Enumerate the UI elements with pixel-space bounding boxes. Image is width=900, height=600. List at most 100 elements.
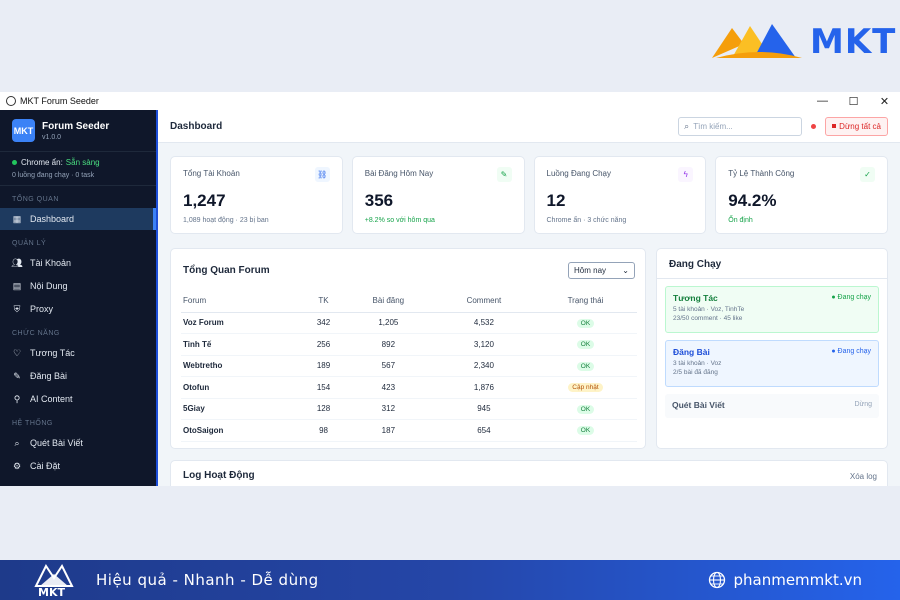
task-meta: 3 tài khoản · Voz <box>673 360 722 367</box>
stat-sub: 1,089 hoạt động · 23 bị ban <box>183 217 269 224</box>
log-panel-title: Log Hoạt Động <box>183 470 255 481</box>
window-controls: — ☐ ✕ <box>807 95 900 108</box>
task-status: ● Đang chạy <box>831 294 871 301</box>
website-link[interactable]: phanmemmkt.vn <box>708 571 862 589</box>
status-value: Sẵn sàng <box>65 158 100 167</box>
main-content: Dashboard ⌕ Tìm kiếm... Dừng tất cả Tổng… <box>158 110 900 486</box>
status-cell: OK <box>533 333 637 356</box>
stat-sub: Ổn định <box>728 217 753 224</box>
table-row[interactable]: Webtretho 189 567 2,340 OK <box>181 355 637 377</box>
stat-label: Bài Đăng Hôm Nay <box>364 169 434 178</box>
brand-logo-text: MKT <box>810 22 897 62</box>
date-filter-select[interactable]: Hôm nay ⌄ <box>568 261 635 279</box>
column-header: Trạng thái <box>533 290 637 313</box>
sidebar-item-ai-content[interactable]: ⚲ AI Content <box>0 388 156 410</box>
column-header: Comment <box>433 290 534 313</box>
forum-overview-panel: Tổng Quan Forum Hôm nay ⌄ Forum TK Bài đăn… <box>170 248 646 449</box>
sidebar-item-nội-dung[interactable]: ▤ Nội Dung <box>0 275 156 297</box>
stat-card: Luồng Đang Chạy 12 Chrome ẩn · 3 chức nă… <box>533 156 707 234</box>
table-row[interactable]: Otofun 154 423 1,876 Cập nhật <box>181 376 637 399</box>
page-title: Dashboard <box>170 120 223 132</box>
post-count: 567 <box>342 355 434 377</box>
stop-all-button[interactable]: Dừng tất cả <box>825 116 888 136</box>
app-name: Forum Seeder <box>42 120 110 132</box>
search-icon: ⌕ <box>684 120 690 131</box>
activity-log-panel: Log Hoạt Động Xóa log <box>170 460 888 486</box>
forum-panel-title: Tổng Quan Forum <box>183 264 270 276</box>
sidebar-item-cài-đặt[interactable]: ⚙ Cài Đặt <box>0 455 156 477</box>
check-circle-icon: ✓ <box>860 167 875 182</box>
running-task-card[interactable]: Tương Tác ● Đang chạy 5 tài khoản · Voz, … <box>665 286 879 333</box>
task-progress: 2/5 bài đã đăng <box>673 369 718 376</box>
forum-name: OtoSaigon <box>181 419 305 442</box>
search-input[interactable]: ⌕ Tìm kiếm... <box>678 116 803 136</box>
stat-value: 356 <box>364 191 394 210</box>
status-cell: Cập nhật <box>533 376 637 399</box>
promo-banner: MKT Hiệu quả - Nhanh - Dễ dùng phanmemmk… <box>0 560 900 600</box>
users-icon: 👥︎ <box>11 257 23 268</box>
sidebar-item-label: AI Content <box>30 394 73 404</box>
status-cell: OK <box>533 355 637 377</box>
account-count: 98 <box>304 419 343 442</box>
task-name: Quét Bài Viết <box>672 400 725 410</box>
stat-value: 94.2% <box>728 191 777 210</box>
column-header: TK <box>304 290 343 313</box>
sidebar-item-tài-khoản[interactable]: 👥︎ Tài Khoản <box>0 252 156 274</box>
post-count: 187 <box>342 419 434 442</box>
sidebar-item-tương-tác[interactable]: ♡ Tương Tác <box>0 342 156 364</box>
table-row[interactable]: 5Giay 128 312 945 OK <box>181 398 637 420</box>
running-task-card[interactable]: Quét Bài Viết Dừng <box>665 394 879 418</box>
task-status: ● Đang chạy <box>831 348 871 355</box>
title-bar: MKT Forum Seeder — ☐ ✕ <box>0 92 900 110</box>
table-row[interactable]: Tinh Tế 256 892 3,120 OK <box>181 333 637 356</box>
banner-logo: MKT <box>32 560 92 600</box>
sidebar-item-đăng-bài[interactable]: ✎ Đăng Bài <box>0 365 156 387</box>
status-badge: OK <box>576 340 595 350</box>
task-name: Đăng Bài <box>673 347 710 357</box>
date-filter-value: Hôm nay <box>574 265 607 275</box>
status-badge: OK <box>576 404 595 414</box>
app-icon <box>6 96 16 106</box>
stats-row: Tổng Tài Khoản 1,247 1,089 hoạt động · 2… <box>170 156 888 234</box>
network-icon: ⛓ <box>314 167 330 182</box>
column-header: Bài đăng <box>342 290 434 313</box>
forum-name: Tinh Tế <box>181 333 305 356</box>
sidebar-section-title: QUẢN LÝ <box>12 240 47 247</box>
forum-name: Voz Forum <box>181 312 305 334</box>
search-placeholder: Tìm kiếm... <box>693 121 733 131</box>
minimize-button[interactable]: — <box>817 94 828 107</box>
status-dot-icon <box>12 160 17 165</box>
chevron-down-icon: ⌄ <box>622 265 629 275</box>
close-button[interactable]: ✕ <box>879 95 890 108</box>
comment-count: 945 <box>433 398 534 420</box>
status-badge: Cập nhật <box>568 383 603 393</box>
task-progress: 23/50 comment · 45 like <box>673 315 743 322</box>
gear-icon: ⚙ <box>12 460 22 471</box>
sidebar-section-title: TỔNG QUAN <box>12 196 59 203</box>
column-header: Forum <box>181 290 305 313</box>
sidebar-item-quét-bài-viết[interactable]: ⌕ Quét Bài Viết <box>0 432 156 454</box>
stat-value: 1,247 <box>183 191 226 210</box>
post-count: 1,205 <box>342 312 434 334</box>
stat-label: Tổng Tài Khoản <box>183 169 240 178</box>
globe-icon <box>709 571 726 589</box>
sidebar-item-proxy[interactable]: ⛨ Proxy <box>0 298 156 320</box>
lightbulb-icon: ⚲ <box>13 393 21 404</box>
window-title: MKT Forum Seeder <box>20 96 99 106</box>
table-row[interactable]: Voz Forum 342 1,205 4,532 OK <box>181 312 637 334</box>
banner-slogan: Hiệu quả - Nhanh - Dễ dùng <box>96 571 319 589</box>
sidebar-item-label: Nội Dung <box>30 281 68 291</box>
stop-icon <box>832 124 837 128</box>
stat-card: Tổng Tài Khoản 1,247 1,089 hoạt động · 2… <box>170 156 343 234</box>
running-task-card[interactable]: Đăng Bài ● Đang chạy 3 tài khoản · Voz 2/5… <box>665 340 879 387</box>
stat-sub: +8.2% so với hôm qua <box>364 217 435 224</box>
table-row[interactable]: OtoSaigon 98 187 654 OK <box>181 419 637 442</box>
brand-logo: MKT <box>710 20 895 64</box>
maximize-button[interactable]: ☐ <box>848 95 859 108</box>
sidebar-item-dashboard[interactable]: ▦ Dashboard <box>0 208 156 230</box>
stat-value: 12 <box>546 191 566 210</box>
clear-log-button[interactable]: Xóa log <box>849 472 877 481</box>
post-count: 423 <box>342 376 434 399</box>
account-count: 189 <box>304 355 343 377</box>
comment-count: 1,876 <box>433 376 534 399</box>
